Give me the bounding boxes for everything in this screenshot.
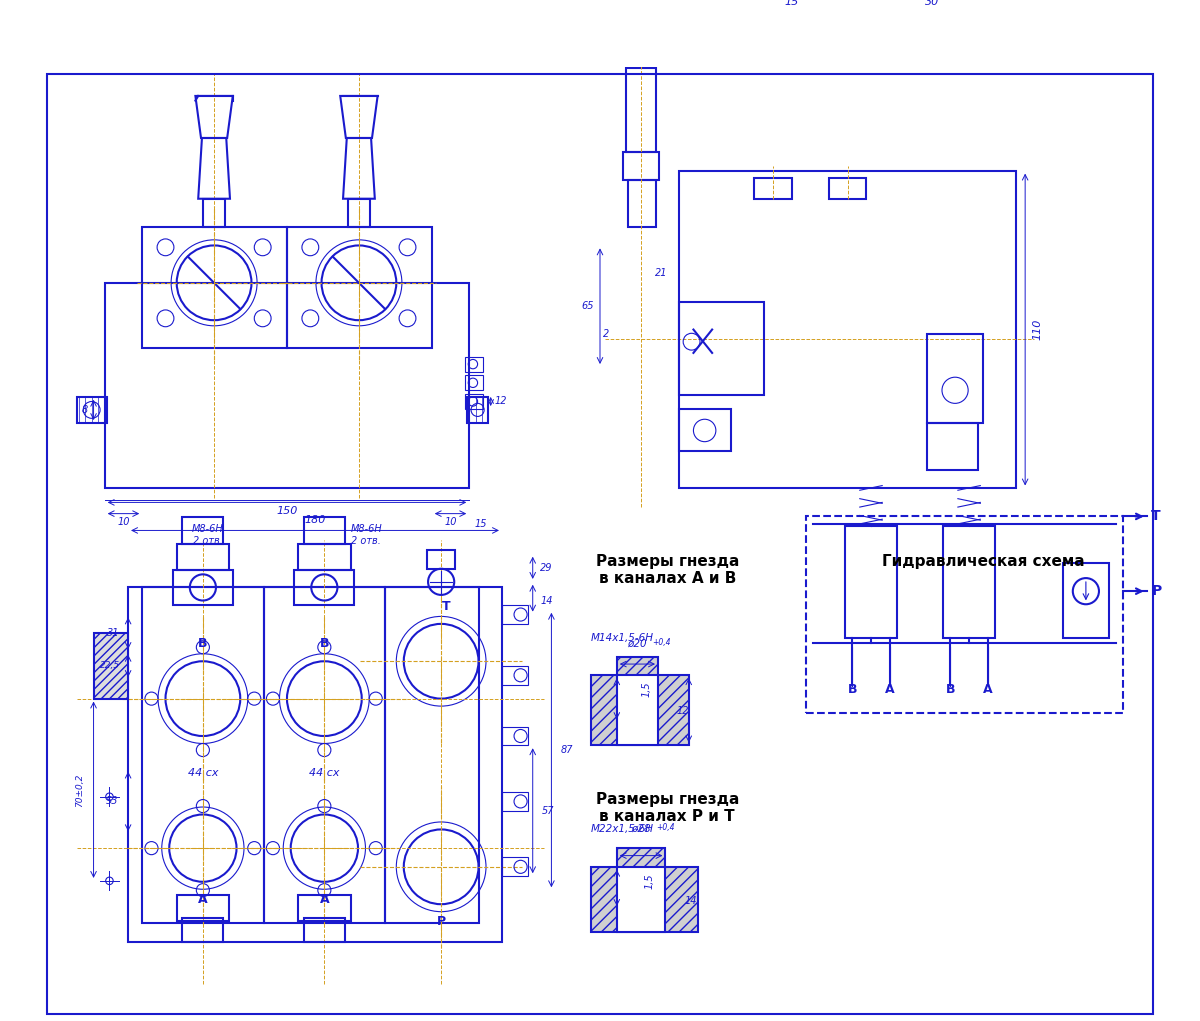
Bar [679,301,763,395]
Text: 53: 53 [106,796,118,807]
Bar [943,526,995,638]
Text: P: P [1151,584,1162,598]
Text: М14х1,5-6Н: М14х1,5-6Н [590,633,654,642]
Bar [502,605,528,624]
Bar [176,894,229,921]
Text: +0,4: +0,4 [656,823,674,832]
Text: ø20: ø20 [628,639,647,649]
Bar [829,179,866,199]
Bar [467,397,488,423]
Bar [502,858,528,876]
Text: 65: 65 [581,301,594,311]
Text: B: B [847,683,857,696]
Text: A: A [983,683,992,696]
Text: М22х1,5-6Н: М22х1,5-6Н [590,824,654,834]
Text: Гидравлическая схема: Гидравлическая схема [882,553,1085,569]
Bar [142,586,264,923]
Text: 10: 10 [118,518,130,528]
Bar [617,675,658,745]
Bar [77,397,107,423]
Text: 1,5: 1,5 [641,681,652,697]
Bar [679,409,731,451]
Bar [502,727,528,745]
Bar [928,334,983,423]
Text: 14: 14 [684,896,696,907]
Bar [464,394,484,409]
Text: 21: 21 [654,269,667,278]
Bar [298,894,350,921]
Bar [805,517,1123,713]
Bar [427,550,455,569]
Bar [617,867,666,932]
Bar [142,227,287,348]
Bar [294,570,354,605]
Bar [264,586,385,923]
Bar [182,918,223,941]
Text: B: B [946,683,955,696]
Text: 29: 29 [540,563,553,573]
Bar [298,543,350,570]
Bar [176,543,229,570]
Text: 15: 15 [474,520,487,529]
Text: 150: 150 [276,506,298,517]
Bar [304,918,344,941]
Text: М8-6Н
2 отв.: М8-6Н 2 отв. [192,524,223,545]
Bar [754,179,792,199]
Bar [287,227,432,348]
Text: 44 сх: 44 сх [310,769,340,778]
Bar [1062,564,1109,638]
Text: B: B [198,637,208,650]
Text: 87: 87 [560,745,574,755]
Text: +0,4: +0,4 [653,638,671,647]
Text: 70±0,2: 70±0,2 [76,774,84,807]
Bar [623,152,659,180]
Text: 10: 10 [444,518,457,528]
Text: P: P [437,916,445,928]
Text: A: A [884,683,894,696]
Text: 14: 14 [540,595,553,605]
Bar [626,68,656,152]
Bar [128,586,502,941]
Text: 180: 180 [305,515,325,525]
Text: 8: 8 [82,405,88,415]
Text: 12: 12 [677,706,689,716]
Bar [464,356,484,372]
Bar [203,199,226,227]
Polygon shape [94,633,128,698]
Text: 44 сх: 44 сх [187,769,218,778]
Bar [385,586,479,923]
Bar [348,199,370,227]
Text: 30: 30 [924,0,938,7]
Text: ø28: ø28 [631,824,650,834]
Polygon shape [590,848,698,932]
Bar [502,666,528,685]
Bar [104,283,469,488]
Bar [679,171,1016,488]
Bar [464,376,484,390]
Text: 57: 57 [542,806,554,816]
Text: 2: 2 [604,329,610,339]
Bar [304,518,344,543]
Text: 1,5: 1,5 [644,873,655,888]
Bar [928,423,978,470]
Text: 22,5: 22,5 [100,662,120,671]
Text: 31: 31 [107,628,120,638]
Bar [628,180,656,227]
Text: М8-6Н
2 отв.: М8-6Н 2 отв. [350,524,383,545]
Bar [502,792,528,811]
Text: Размеры гнезда
в каналах А и В: Размеры гнезда в каналах А и В [595,553,739,586]
Text: A: A [198,893,208,906]
Text: Размеры гнезда
в каналах Р и Т: Размеры гнезда в каналах Р и Т [595,792,739,825]
Text: 110: 110 [1033,319,1043,340]
Text: T: T [442,599,450,613]
Bar [182,518,223,543]
Bar [173,570,233,605]
Polygon shape [590,657,689,745]
Text: 15: 15 [785,0,799,7]
Text: A: A [319,893,329,906]
Text: B: B [319,637,329,650]
Bar [845,526,898,638]
Text: 12: 12 [494,396,506,406]
Text: T: T [1151,509,1160,524]
